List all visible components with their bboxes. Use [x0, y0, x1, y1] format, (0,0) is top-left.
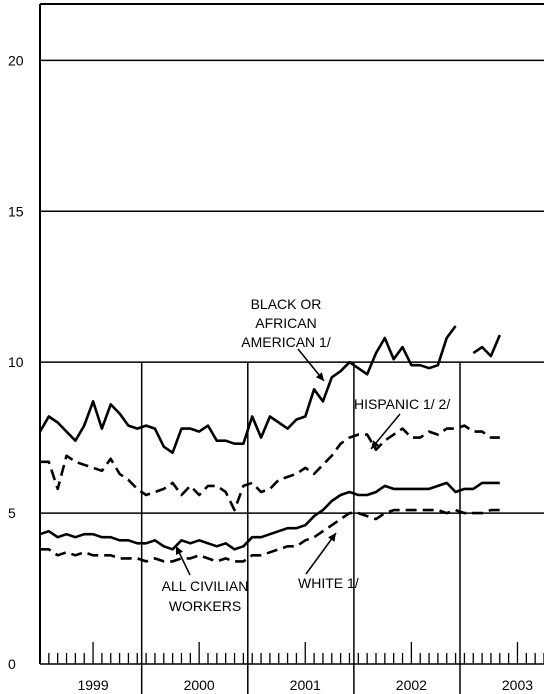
y-tick-label-10: 10	[8, 354, 24, 370]
series-line-1	[40, 424, 500, 512]
year-separators	[140, 362, 461, 694]
annotation-white-leader	[305, 532, 337, 575]
x-tick-label-2000: 2000	[184, 677, 215, 693]
annotation-black-arrowhead	[315, 372, 324, 381]
series-line-3	[40, 508, 500, 563]
annotation-black-line: AMERICAN 1/	[241, 334, 331, 350]
annotation-white-line: WHITE 1/	[298, 575, 359, 591]
y-tick-label-20: 20	[8, 52, 24, 68]
annotation-black-line: AFRICAN	[255, 315, 316, 331]
annotation-all-line: WORKERS	[169, 598, 241, 614]
annotation-hispanic-arrowhead	[371, 440, 380, 449]
annotation-all-arrowhead	[176, 546, 183, 555]
y-tick-label-0: 0	[8, 656, 16, 672]
grid-lines	[39, 3, 544, 665]
x-tick-labels: 1999 2000 2001 2002 2003	[77, 677, 533, 693]
annotation-black-line: BLACK OR	[251, 296, 322, 312]
y-tick-labels: 0 5 10 15 20	[8, 52, 24, 672]
series-line-2	[39, 481, 500, 551]
annotation-hispanic: HISPANIC 1/ 2/	[354, 396, 450, 412]
series-line-0	[38, 325, 501, 454]
series-lines	[38, 325, 501, 563]
x-axis-ticks	[39, 642, 544, 664]
annotation-all: ALL CIVILIAN WORKERS	[162, 578, 249, 614]
y-tick-label-5: 5	[8, 505, 16, 521]
x-tick-label-1999: 1999	[77, 677, 108, 693]
annotation-hispanic-line: HISPANIC 1/ 2/	[354, 396, 450, 412]
x-tick-label-2002: 2002	[396, 677, 427, 693]
annotations: BLACK OR AFRICAN AMERICAN 1/HISPANIC 1/ 2/…	[162, 296, 451, 614]
annotation-all-line: ALL CIVILIAN	[162, 578, 249, 594]
x-tick-label-2003: 2003	[502, 677, 533, 693]
annotation-white: WHITE 1/	[298, 575, 359, 591]
annotation-black: BLACK OR AFRICAN AMERICAN 1/	[241, 296, 331, 350]
annotation-white-arrowhead	[328, 533, 336, 542]
x-tick-label-2001: 2001	[290, 677, 321, 693]
y-tick-label-15: 15	[8, 203, 24, 219]
